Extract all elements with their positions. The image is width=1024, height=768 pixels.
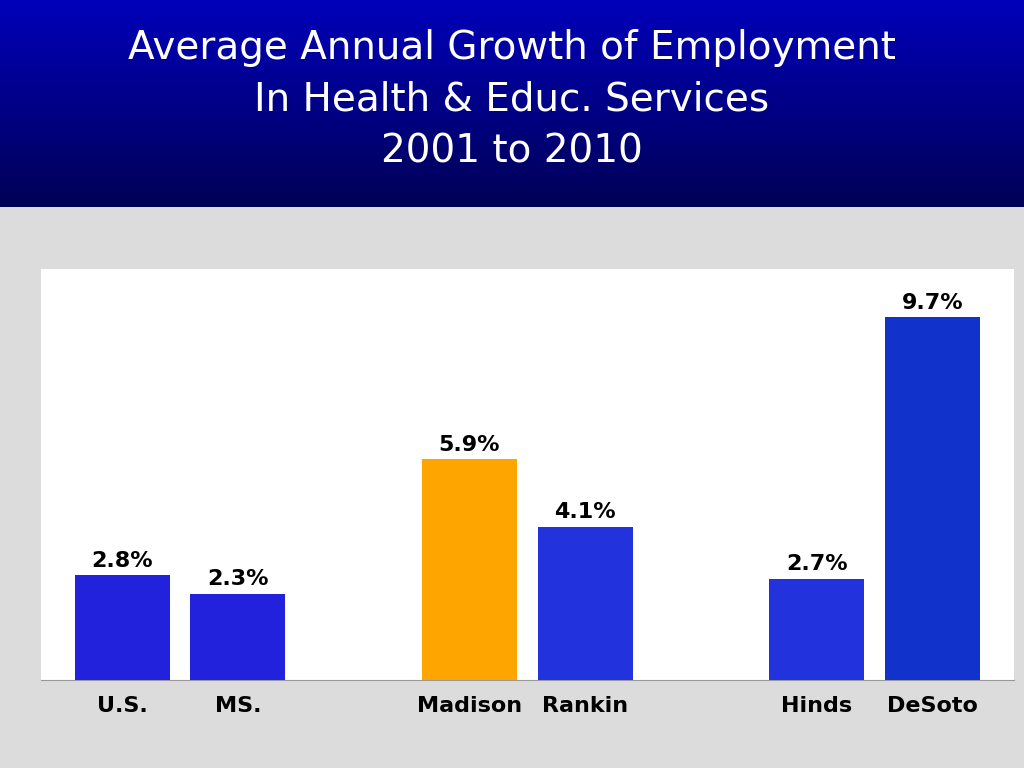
Bar	[0, 163, 1024, 166]
Bar	[422, 459, 517, 680]
Bar	[0, 145, 1024, 149]
Bar	[0, 55, 1024, 59]
Text: 9.7%: 9.7%	[902, 293, 964, 313]
Bar	[0, 48, 1024, 52]
Bar	[0, 121, 1024, 124]
Bar	[0, 94, 1024, 97]
Bar	[0, 69, 1024, 73]
Bar	[0, 131, 1024, 135]
Bar	[0, 180, 1024, 184]
Bar	[0, 62, 1024, 66]
Text: 2.8%: 2.8%	[91, 551, 153, 571]
Bar	[0, 200, 1024, 204]
Bar	[0, 17, 1024, 21]
Bar	[0, 104, 1024, 107]
Bar	[0, 187, 1024, 190]
Bar	[0, 142, 1024, 145]
Bar	[0, 114, 1024, 118]
Bar	[0, 52, 1024, 55]
Bar	[769, 579, 864, 680]
Bar	[0, 21, 1024, 25]
Bar	[0, 10, 1024, 14]
Text: 4.1%: 4.1%	[554, 502, 616, 522]
Bar	[0, 87, 1024, 90]
Bar	[0, 166, 1024, 170]
Bar	[0, 79, 1024, 83]
Text: Average Annual Growth of Employment
In Health & Educ. Services
2001 to 2010: Average Annual Growth of Employment In H…	[128, 29, 896, 170]
Bar	[0, 194, 1024, 197]
Bar	[0, 41, 1024, 45]
Bar	[885, 317, 980, 680]
Text: 2.7%: 2.7%	[786, 554, 848, 574]
Bar	[0, 184, 1024, 187]
Bar	[0, 28, 1024, 31]
Bar	[0, 0, 1024, 4]
Bar	[0, 118, 1024, 121]
Bar	[0, 124, 1024, 127]
Bar	[0, 190, 1024, 194]
Bar	[0, 7, 1024, 11]
Bar	[0, 135, 1024, 138]
Bar	[0, 45, 1024, 48]
Bar	[0, 38, 1024, 41]
Bar	[0, 111, 1024, 114]
Bar	[0, 197, 1024, 200]
Bar	[0, 169, 1024, 173]
Bar	[0, 127, 1024, 131]
Bar	[0, 35, 1024, 38]
Bar	[0, 73, 1024, 76]
Bar	[0, 76, 1024, 80]
Bar	[0, 97, 1024, 100]
Bar	[0, 107, 1024, 111]
Bar	[0, 25, 1024, 28]
Bar	[0, 173, 1024, 177]
Bar	[0, 66, 1024, 69]
Text: 5.9%: 5.9%	[438, 435, 500, 455]
Bar	[0, 155, 1024, 159]
Bar	[0, 59, 1024, 62]
Bar	[190, 594, 286, 680]
Bar	[0, 90, 1024, 94]
Bar	[0, 204, 1024, 207]
Text: 2.3%: 2.3%	[207, 569, 268, 589]
Bar	[0, 14, 1024, 17]
Bar	[0, 101, 1024, 104]
Bar	[0, 83, 1024, 87]
Bar	[0, 138, 1024, 142]
Bar	[0, 149, 1024, 152]
Bar	[0, 152, 1024, 155]
Bar	[75, 575, 170, 680]
Bar	[538, 527, 633, 680]
Bar	[0, 4, 1024, 7]
Bar	[0, 31, 1024, 35]
Bar	[0, 159, 1024, 163]
Bar	[0, 177, 1024, 180]
